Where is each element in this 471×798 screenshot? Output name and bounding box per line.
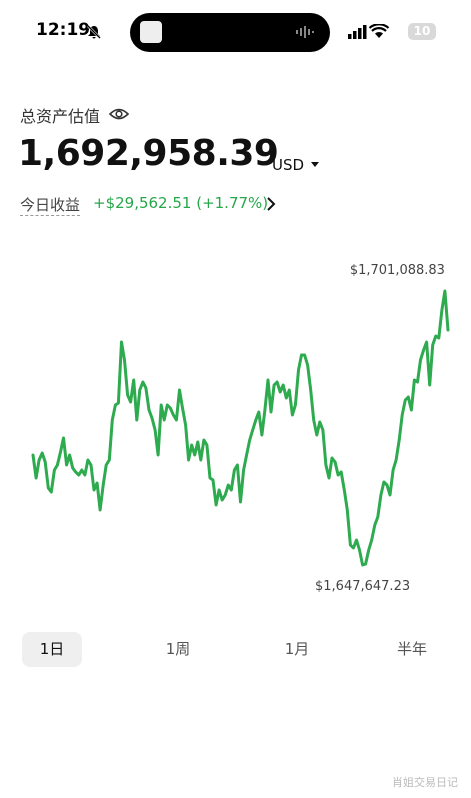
high-label: $1,701,088.83 — [350, 263, 445, 278]
today-change: +$29,562.51 (+1.77%) — [93, 194, 269, 212]
price-line — [31, 289, 450, 567]
dropdown-arrow[interactable] — [310, 161, 320, 169]
low-label: $1,647,647.23 — [315, 579, 410, 594]
range-tab[interactable]: 1日 — [22, 632, 82, 667]
watermark: 肖姐交易日记 — [392, 776, 458, 789]
signal-wifi — [348, 24, 390, 39]
eye-icon[interactable] — [108, 106, 130, 122]
today-label[interactable]: 今日收益 — [20, 196, 81, 216]
mute-icon — [87, 25, 101, 39]
price-chart: $1,701,088.83 $1,647,647.23 — [31, 263, 450, 594]
currency-selector[interactable]: USD — [272, 156, 305, 174]
range-tab[interactable]: 半年 — [396, 640, 427, 658]
status-time: 12:19 — [36, 20, 91, 40]
dynamic-island — [130, 13, 330, 52]
asset-title: 总资产估值 — [20, 107, 101, 126]
chevron[interactable] — [266, 196, 276, 212]
range-tab[interactable]: 1周 — [165, 640, 191, 658]
battery: 10 — [408, 23, 436, 40]
range-tab[interactable]: 1月 — [284, 640, 310, 658]
total-amount: 1,692,958.39 — [18, 133, 279, 174]
